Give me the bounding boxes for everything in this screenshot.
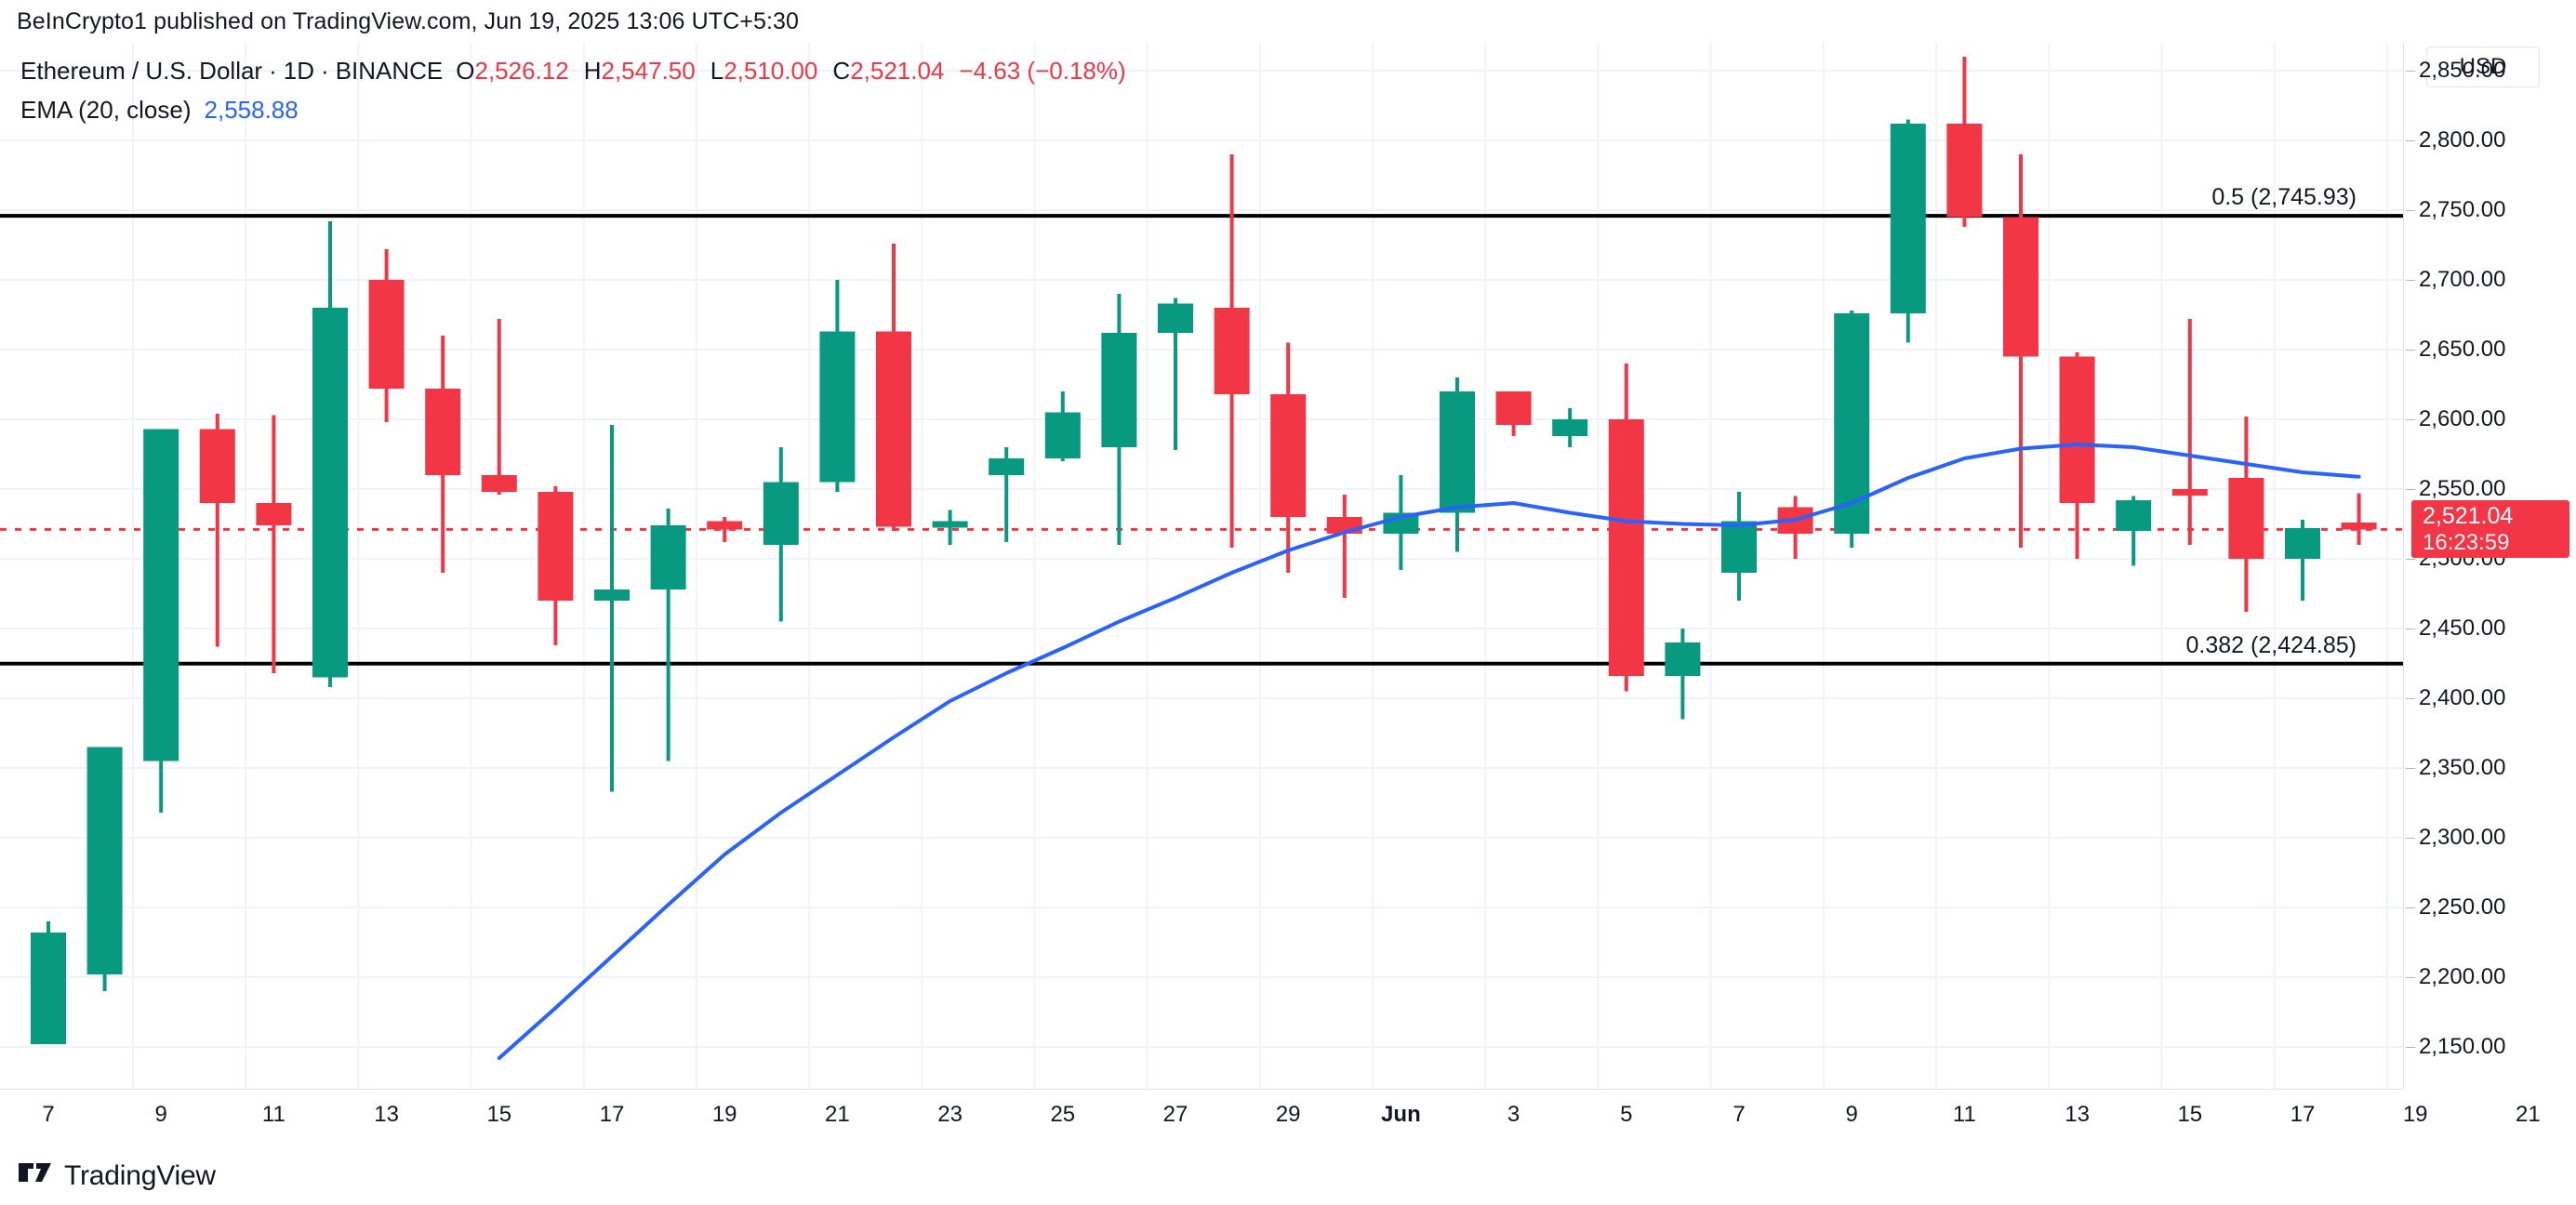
time-tick: 9	[154, 1102, 167, 1127]
price-tick: 2,800.00	[2405, 127, 2506, 152]
price-tick: 2,250.00	[2405, 894, 2506, 920]
time-tick: 21	[825, 1102, 850, 1127]
candle[interactable]	[707, 517, 743, 542]
price-tick: 2,550.00	[2405, 476, 2506, 501]
candle[interactable]	[1552, 408, 1588, 447]
time-tick: 13	[374, 1102, 399, 1127]
tradingview-mark-icon	[19, 1162, 51, 1182]
candle[interactable]	[2059, 352, 2095, 559]
candle[interactable]	[876, 244, 911, 531]
candle[interactable]	[1158, 298, 1193, 451]
time-tick: 15	[486, 1102, 512, 1127]
candle[interactable]	[256, 415, 292, 674]
attribution-text: BeInCrypto1 published on TradingView.com…	[17, 7, 800, 34]
price-tick: 2,350.00	[2405, 755, 2506, 780]
time-axis[interactable]: 7 9 11 13 15 17 19 21 23 25 27 29 Jun 3 5 7 9 11 13 15 17 19 2…	[0, 1089, 2541, 1146]
candle[interactable]	[650, 509, 686, 761]
time-tick: 15	[2177, 1102, 2203, 1127]
candle[interactable]	[425, 336, 461, 573]
time-tick: 21	[2516, 1102, 2541, 1127]
candle[interactable]	[2228, 417, 2264, 612]
candle[interactable]	[538, 486, 574, 645]
candle[interactable]	[819, 280, 856, 492]
price-tick: 2,650.00	[2405, 337, 2506, 362]
candle[interactable]	[1044, 391, 1081, 461]
fib-label-0.382: 0.382 (2,424.85)	[2185, 631, 2357, 658]
fib-label-0.5: 0.5 (2,745.93)	[2211, 184, 2357, 211]
candle[interactable]	[86, 747, 123, 992]
price-tick: 2,600.00	[2405, 406, 2506, 431]
time-tick: Jun	[1381, 1102, 1421, 1127]
time-tick: 19	[711, 1102, 737, 1127]
price-tick: 2,200.00	[2405, 964, 2506, 989]
time-tick: 19	[2402, 1102, 2428, 1127]
candle[interactable]	[1665, 629, 1701, 720]
candle[interactable]	[31, 921, 66, 1044]
price-tick: 2,150.00	[2405, 1034, 2506, 1059]
candle[interactable]	[594, 425, 630, 792]
last-price-value: 2,521.04	[2423, 502, 2514, 529]
time-tick: 23	[937, 1102, 963, 1127]
candle[interactable]	[1890, 119, 1926, 343]
price-tick: 2,750.00	[2405, 197, 2506, 222]
time-tick: 17	[599, 1102, 625, 1127]
tradingview-logo[interactable]: TradingView	[19, 1160, 216, 1192]
ema-line[interactable]	[497, 443, 2361, 1060]
candle[interactable]	[2285, 520, 2320, 601]
candle[interactable]	[1101, 294, 1137, 545]
footer-bar: TradingView	[0, 1146, 2576, 1205]
candle[interactable]	[1777, 496, 1813, 560]
time-tick: 5	[1620, 1102, 1633, 1127]
candle[interactable]	[1834, 311, 1870, 548]
candle[interactable]	[1326, 495, 1362, 598]
time-tick: 11	[261, 1102, 285, 1127]
candle[interactable]	[1270, 342, 1307, 574]
candle[interactable]	[143, 429, 179, 814]
candle[interactable]	[1946, 57, 1983, 227]
candle[interactable]	[2171, 319, 2208, 545]
price-tick: 2,400.00	[2405, 685, 2506, 710]
candle[interactable]	[1440, 377, 1475, 552]
candle[interactable]	[1608, 364, 1644, 692]
last-price-badge: 2,521.04 16:23:59	[2411, 500, 2569, 559]
currency-badge[interactable]: USD	[2426, 46, 2540, 87]
candle[interactable]	[2003, 154, 2038, 548]
attribution-bar: BeInCrypto1 published on TradingView.com…	[0, 0, 2576, 43]
candle[interactable]	[312, 221, 348, 687]
time-tick: 11	[1952, 1102, 1976, 1127]
time-tick: 29	[1275, 1102, 1301, 1127]
candle[interactable]	[481, 319, 517, 495]
price-axis[interactable]: USD 2,850.00 2,800.00 2,750.00 2,700.00 2,65…	[2403, 43, 2576, 1089]
time-tick: 27	[1162, 1102, 1188, 1127]
candlestick-canvas	[0, 43, 2403, 1089]
candle[interactable]	[1214, 154, 1250, 548]
candle[interactable]	[763, 447, 799, 622]
candle[interactable]	[1495, 391, 1532, 436]
price-tick: 2,850.00	[2405, 58, 2506, 83]
tradingview-wordmark: TradingView	[64, 1159, 216, 1191]
candle[interactable]	[199, 414, 235, 647]
candle[interactable]	[368, 249, 405, 422]
candle[interactable]	[1721, 492, 1757, 601]
time-tick: 9	[1845, 1102, 1858, 1127]
chart-plot-area[interactable]: 0.5 (2,745.93) 0.382 (2,424.85)	[0, 43, 2403, 1089]
time-tick: 7	[1733, 1102, 1746, 1127]
last-price-countdown: 16:23:59	[2423, 529, 2510, 555]
candle[interactable]	[932, 510, 968, 546]
price-tick: 2,700.00	[2405, 267, 2506, 292]
time-tick: 17	[2290, 1102, 2316, 1127]
candle[interactable]	[989, 447, 1025, 542]
time-tick: 13	[2065, 1102, 2090, 1127]
candle[interactable]	[2116, 496, 2152, 566]
time-tick: 25	[1050, 1102, 1076, 1127]
price-tick: 2,300.00	[2405, 825, 2506, 850]
time-tick: 3	[1507, 1102, 1520, 1127]
candle[interactable]	[2341, 493, 2377, 546]
price-tick: 2,450.00	[2405, 616, 2506, 641]
time-tick: 7	[42, 1102, 55, 1127]
